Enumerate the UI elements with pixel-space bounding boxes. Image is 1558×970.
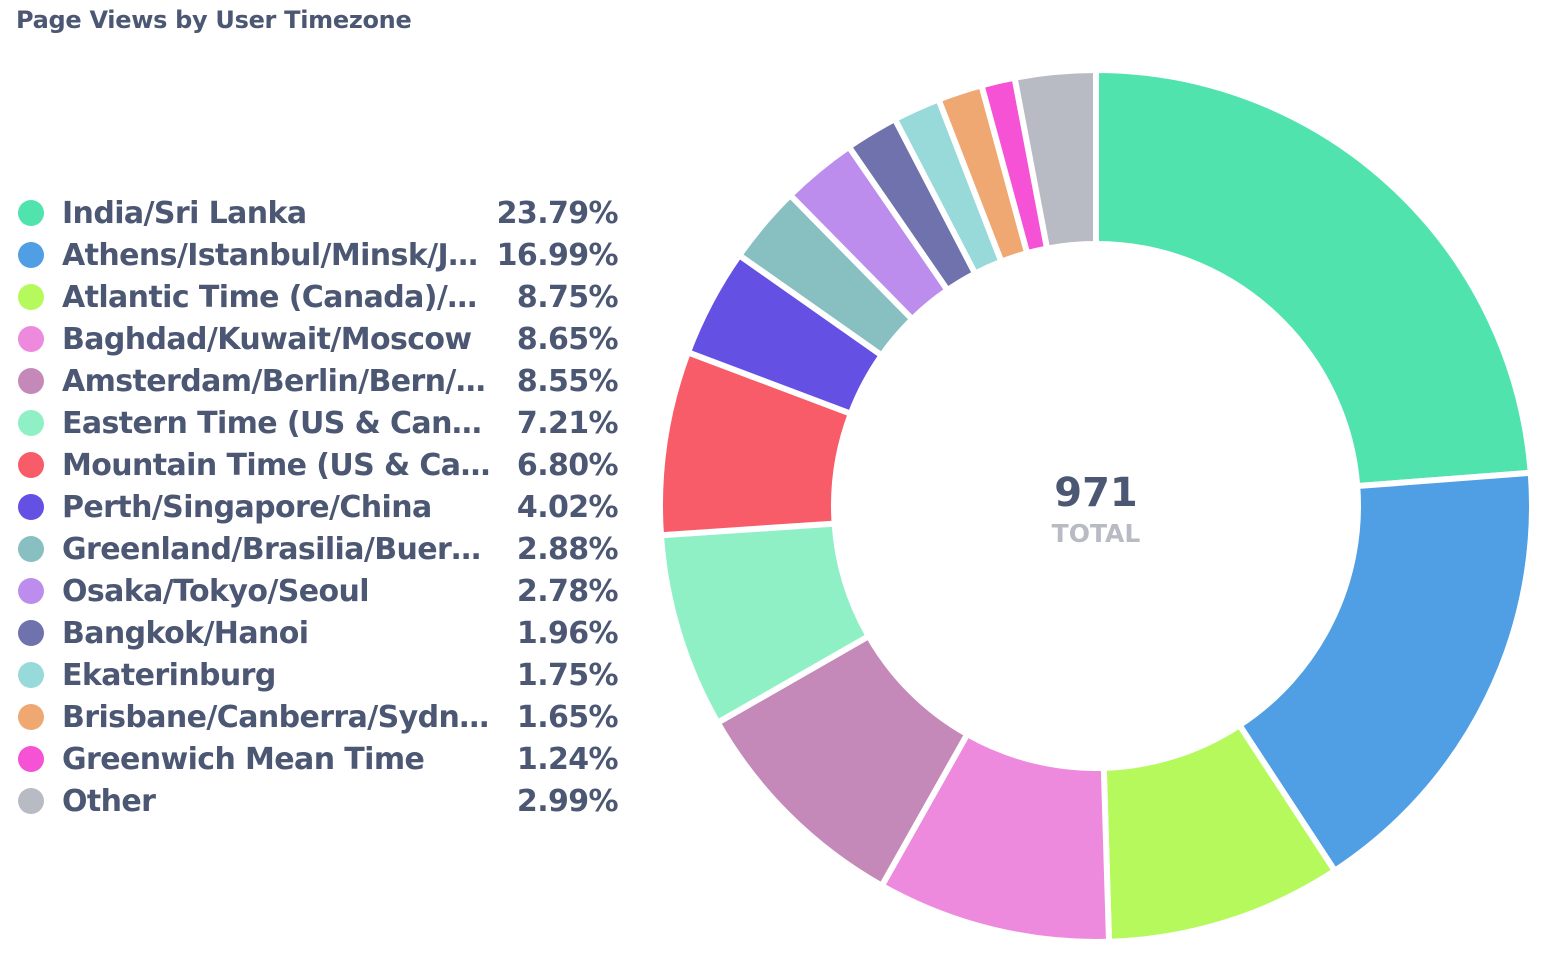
legend-item[interactable]: Other 2.99% — [18, 780, 619, 822]
legend-item[interactable]: Mountain Time (US & Cana… 6.80% — [18, 444, 619, 486]
legend-color-dot — [18, 746, 44, 772]
legend-color-dot — [18, 662, 44, 688]
legend-color-dot — [18, 284, 44, 310]
legend-percent: 8.75% — [516, 279, 619, 315]
legend-item[interactable]: Osaka/Tokyo/Seoul 2.78% — [18, 570, 619, 612]
legend-percent: 1.75% — [516, 657, 619, 693]
legend-item[interactable]: Athens/Istanbul/Minsk/J… 16.99% — [18, 234, 619, 276]
legend-color-dot — [18, 452, 44, 478]
legend-item[interactable]: Eastern Time (US & Canad… 7.21% — [18, 402, 619, 444]
legend-percent: 1.65% — [516, 699, 619, 735]
legend-item[interactable]: Amsterdam/Berlin/Bern/R… 8.55% — [18, 360, 619, 402]
legend-item[interactable]: Greenwich Mean Time 1.24% — [18, 738, 619, 780]
legend-color-dot — [18, 620, 44, 646]
legend-color-dot — [18, 326, 44, 352]
legend-percent: 2.99% — [516, 783, 619, 819]
donut-slices — [657, 66, 1536, 945]
legend-item[interactable]: Baghdad/Kuwait/Moscow 8.65% — [18, 318, 619, 360]
donut-slice[interactable] — [1093, 66, 1534, 490]
legend-color-dot — [18, 578, 44, 604]
legend-color-dot — [18, 536, 44, 562]
legend-color-dot — [18, 494, 44, 520]
legend-percent: 2.88% — [516, 531, 619, 567]
donut-slice[interactable] — [1011, 66, 1099, 253]
legend-item[interactable]: Greenland/Brasilia/Buern… 2.88% — [18, 528, 619, 570]
legend-item[interactable]: Atlantic Time (Canada)/Ca… 8.75% — [18, 276, 619, 318]
legend-percent: 1.24% — [516, 741, 619, 777]
legend-percent: 1.96% — [516, 615, 619, 651]
legend-percent: 6.80% — [516, 447, 619, 483]
total-value: 971 — [1054, 470, 1138, 516]
chart-legend: India/Sri Lanka 23.79% Athens/Istanbul/Min… — [18, 192, 619, 822]
legend-color-dot — [18, 788, 44, 814]
legend-percent: 2.78% — [516, 573, 619, 609]
donut-slice[interactable] — [1235, 469, 1536, 875]
chart-title: Page Views by User Timezone — [16, 6, 412, 34]
legend-percent: 23.79% — [496, 195, 619, 231]
total-label: TOTAL — [1052, 519, 1141, 548]
legend-percent: 4.02% — [516, 489, 619, 525]
legend-percent: 8.55% — [516, 363, 619, 399]
legend-percent: 8.65% — [516, 321, 619, 357]
legend-color-dot — [18, 704, 44, 730]
legend-color-dot — [18, 368, 44, 394]
legend-percent: 16.99% — [496, 237, 619, 273]
legend-percent: 7.21% — [516, 405, 619, 441]
legend-item[interactable]: Perth/Singapore/China 4.02% — [18, 486, 619, 528]
legend-color-dot — [18, 200, 44, 226]
legend-item[interactable]: Bangkok/Hanoi 1.96% — [18, 612, 619, 654]
legend-item[interactable]: India/Sri Lanka 23.79% — [18, 192, 619, 234]
legend-color-dot — [18, 242, 44, 268]
legend-color-dot — [18, 410, 44, 436]
legend-item[interactable]: Ekaterinburg 1.75% — [18, 654, 619, 696]
legend-item[interactable]: Brisbane/Canberra/Sydne… 1.65% — [18, 696, 619, 738]
